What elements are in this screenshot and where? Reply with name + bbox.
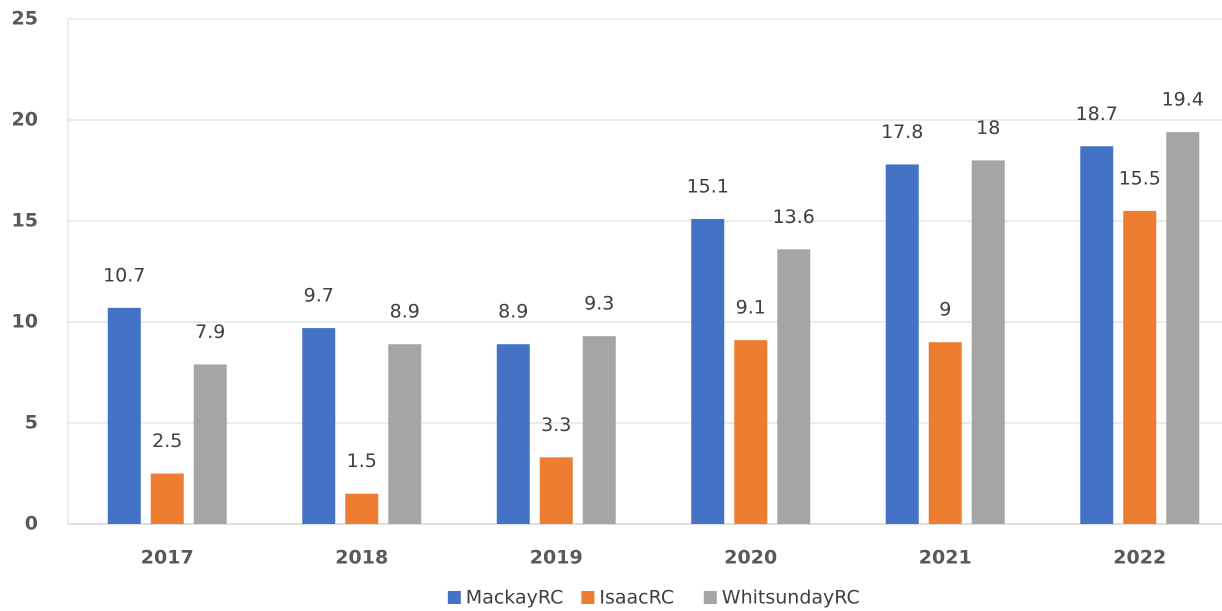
- data-label: 18: [976, 117, 1000, 139]
- bar: [1166, 132, 1200, 524]
- data-label: 1.5: [347, 450, 377, 472]
- x-tick-label: 2020: [724, 547, 777, 569]
- bar: [496, 344, 530, 524]
- bar: [388, 344, 422, 524]
- data-label: 13.6: [773, 206, 815, 228]
- data-label: 9.7: [304, 285, 334, 307]
- legend-swatch: [703, 591, 717, 604]
- bar: [345, 493, 379, 524]
- y-tick-label: 15: [12, 210, 38, 232]
- data-label: 9.3: [584, 293, 614, 315]
- bar: [107, 307, 141, 524]
- data-label: 9.1: [736, 297, 766, 319]
- data-label: 15.1: [687, 175, 729, 197]
- bar: [777, 249, 811, 524]
- bar: [1123, 210, 1157, 524]
- data-label: 3.3: [541, 414, 571, 436]
- x-tick-label: 2017: [141, 547, 194, 569]
- bar: [691, 218, 725, 525]
- data-label: 9: [939, 299, 951, 321]
- legend-label: WhitsundayRC: [722, 587, 860, 609]
- bar: [150, 473, 184, 524]
- legend-label: IsaacRC: [599, 587, 674, 609]
- data-label: 8.9: [390, 301, 420, 323]
- bar: [582, 336, 616, 524]
- y-tick-label: 5: [25, 412, 38, 434]
- bar: [539, 457, 573, 524]
- data-label: 17.8: [881, 121, 923, 143]
- data-label: 15.5: [1119, 167, 1161, 189]
- data-label: 2.5: [152, 430, 182, 452]
- legend-swatch: [581, 591, 595, 604]
- data-label: 7.9: [195, 321, 225, 343]
- data-label: 19.4: [1162, 89, 1204, 111]
- bar: [971, 160, 1005, 524]
- x-tick-label: 2022: [1113, 547, 1166, 569]
- data-label: 8.9: [498, 301, 528, 323]
- bar: [302, 328, 336, 524]
- y-tick-label: 25: [12, 8, 38, 30]
- x-tick-label: 2021: [919, 547, 972, 569]
- x-tick-label: 2019: [530, 547, 583, 569]
- bar: [885, 164, 919, 524]
- bar: [193, 364, 227, 524]
- legend-swatch: [447, 591, 461, 604]
- x-tick-label: 2018: [335, 547, 388, 569]
- y-tick-label: 10: [12, 311, 38, 333]
- bar: [734, 340, 768, 524]
- y-tick-label: 20: [12, 109, 38, 131]
- legend-label: MackayRC: [466, 587, 564, 609]
- data-label: 18.7: [1076, 103, 1118, 125]
- bar: [1080, 146, 1114, 524]
- data-label: 10.7: [103, 264, 145, 286]
- y-tick-label: 0: [25, 513, 38, 535]
- bar: [928, 342, 962, 524]
